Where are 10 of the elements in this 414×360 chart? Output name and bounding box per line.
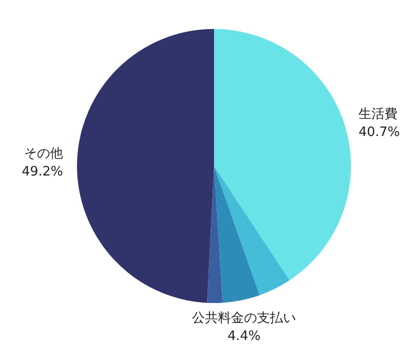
data-label: 49.2%	[22, 164, 64, 180]
pie-slice	[77, 29, 214, 303]
data-label: 4.4%	[228, 328, 261, 344]
pie-slice	[214, 29, 351, 280]
data-label: 40.7%	[358, 125, 400, 140]
pie-slice	[214, 166, 260, 303]
slice-label: 生活費	[358, 107, 398, 122]
slice-label: その他	[24, 146, 64, 162]
slice-label: 公共料金の支払い	[192, 310, 296, 326]
pie-slice	[214, 166, 290, 296]
